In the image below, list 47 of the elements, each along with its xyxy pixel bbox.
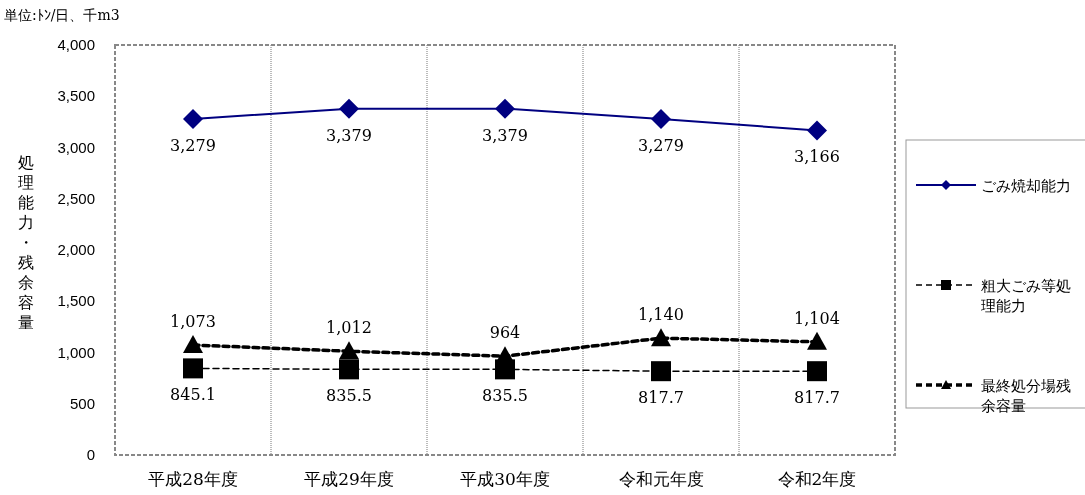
data-label: 817.7 [638, 388, 684, 408]
point [183, 358, 203, 379]
data-label: 835.5 [326, 386, 372, 406]
text: 単位:ﾄﾝ/日、千m3 [4, 7, 120, 23]
point [651, 108, 671, 129]
data-label: 1,140 [638, 305, 684, 325]
x-tick-label: 令和2年度 [777, 469, 857, 489]
x-tick-label: 平成28年度 [148, 469, 238, 489]
y-tick-label: 500 [69, 394, 95, 412]
data-label: 845.1 [170, 385, 216, 405]
x-tick-label: 令和元年度 [618, 469, 704, 489]
y-tick-label: 4,000 [57, 36, 95, 53]
point [651, 328, 671, 347]
legend-label: 粗大ごみ等処理能力 [981, 277, 1071, 315]
legend-label: ごみ焼却能力 [981, 177, 1071, 195]
y-tick-label: 2,000 [57, 241, 95, 258]
data-label: 1,012 [326, 318, 372, 338]
data-label: 3,279 [170, 135, 216, 155]
point [807, 331, 827, 350]
point [651, 361, 671, 382]
point [339, 359, 359, 380]
data-label: 817.7 [794, 388, 840, 408]
data-label: 835.5 [482, 386, 528, 406]
data-label: 3,379 [482, 125, 528, 145]
legend-label: 最終処分場残余容量 [981, 377, 1071, 415]
point [495, 98, 515, 119]
point [807, 361, 827, 382]
data-label: 3,166 [794, 147, 840, 167]
point [339, 98, 359, 119]
point [807, 120, 827, 141]
point [339, 341, 359, 360]
data-label: 3,379 [326, 125, 372, 145]
y-tick-label: 2,500 [57, 189, 95, 207]
data-label: 964 [489, 323, 521, 343]
y-tick-label: 1,000 [57, 343, 95, 361]
data-label: 1,104 [794, 308, 840, 328]
data-label: 3,279 [638, 135, 684, 155]
point [183, 335, 203, 354]
x-tick-label: 平成29年度 [304, 469, 394, 489]
y-tick-label: 3,000 [57, 138, 95, 156]
y-tick-label: 3,500 [57, 87, 95, 105]
text: 処理能力・残余容量 [18, 153, 34, 332]
x-tick-label: 平成30年度 [460, 469, 550, 489]
y-tick-label: 1,500 [57, 292, 95, 310]
y-tick-label: 0 [86, 446, 95, 463]
data-label: 1,073 [170, 312, 216, 332]
point [183, 108, 203, 129]
